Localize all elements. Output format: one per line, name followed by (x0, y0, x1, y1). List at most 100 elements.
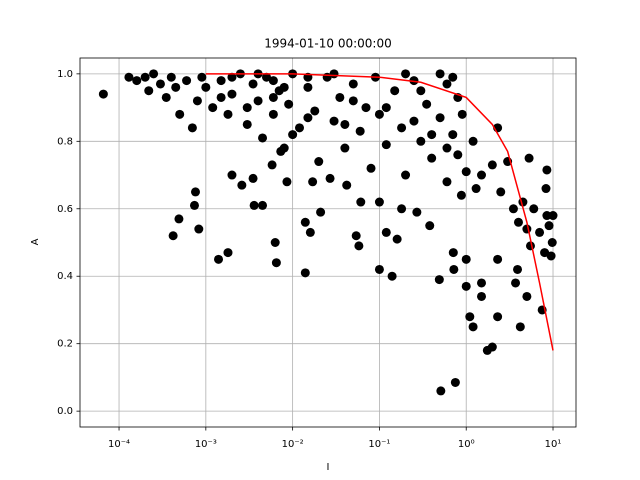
scatter-point (448, 130, 458, 140)
scatter-point (155, 79, 165, 89)
scatter-point (387, 271, 397, 281)
scatter-point (279, 143, 289, 153)
scatter-point (511, 278, 521, 288)
scatter-point (227, 89, 237, 99)
scatter-point (461, 167, 471, 177)
scatter-point (288, 130, 298, 140)
scatter-point (248, 79, 258, 89)
scatter-point (416, 86, 426, 96)
scatter-point (348, 96, 358, 106)
scatter-point (308, 177, 318, 187)
chart-title: 1994-01-10 00:00:00 (264, 37, 391, 51)
scatter-point (468, 322, 478, 332)
scatter-point (381, 103, 391, 113)
scatter-point (192, 96, 202, 106)
scatter-point (303, 82, 313, 92)
scatter-point (325, 173, 335, 183)
scatter-point (542, 165, 552, 175)
scatter-point (442, 79, 452, 89)
scatter-point (262, 72, 272, 82)
scatter-point (374, 264, 384, 274)
scatter-point (268, 92, 278, 102)
scatter-point (208, 103, 218, 113)
scatter-point (442, 177, 452, 187)
scatter-point (390, 86, 400, 96)
scatter-point (522, 291, 532, 301)
scatter-point (124, 72, 134, 82)
scatter-point (132, 76, 142, 86)
scatter-point (422, 99, 432, 109)
scatter-point (381, 227, 391, 237)
scatter-point (416, 136, 426, 146)
scatter-point (427, 130, 437, 140)
scatter-point (436, 386, 446, 396)
scatter-point (335, 92, 345, 102)
scatter-point (270, 238, 280, 247)
scatter-point (496, 187, 506, 197)
scatter-point (161, 92, 171, 102)
scatter-point (477, 278, 487, 288)
scatter-point (515, 322, 525, 332)
axes: 10⁻⁴ 10⁻³ 10⁻² 10⁻¹ 10⁰ 10¹ 0.0 0.2 0.4 0.6 0.8 1.0 (57, 57, 577, 450)
scatter-point (461, 281, 471, 291)
scatter-point (351, 231, 361, 241)
scatter-point (303, 113, 313, 123)
scatter-point (340, 119, 350, 129)
scatter-point (471, 184, 481, 194)
scatter-point (468, 136, 478, 146)
scatter-point (267, 160, 277, 170)
scatter-point (140, 72, 150, 82)
scatter-point (513, 217, 523, 227)
scatter-point (201, 82, 211, 92)
scatter-point (493, 254, 503, 264)
scatter-point (271, 258, 281, 268)
scatter-point (300, 268, 310, 278)
x-axis-label: I (327, 462, 330, 473)
scatter-point (409, 76, 419, 86)
scatter-point (216, 92, 226, 102)
scatter-point (425, 221, 435, 231)
scatter-point (314, 157, 324, 167)
scatter-point (513, 264, 523, 274)
scatter-point (456, 190, 466, 200)
y-tick-label: 0.2 (57, 339, 73, 350)
scatter-point (401, 170, 411, 180)
scatter-point (168, 231, 178, 241)
scatter-point (223, 109, 233, 119)
scatter-point (381, 140, 391, 150)
y-tick-label: 0.0 (57, 406, 73, 417)
scatter-point (409, 116, 419, 126)
y-tick-label: 1.0 (57, 69, 73, 80)
scatter-point (374, 197, 384, 207)
scatter-point (493, 312, 503, 322)
scatter-point (457, 109, 467, 119)
scatter-point (355, 126, 365, 136)
scatter-point (258, 200, 268, 210)
scatter-point (242, 119, 252, 129)
scatter-point (329, 116, 339, 126)
x-tick-label: 10⁻³ (195, 439, 217, 450)
scatter-point (544, 221, 554, 231)
scatter-point (242, 103, 252, 113)
scatter-point (449, 264, 459, 274)
scatter-point (434, 275, 444, 285)
scatter-point (249, 200, 259, 210)
scatter-point (412, 207, 422, 217)
plot-area (98, 69, 558, 396)
scatter-point (508, 204, 518, 214)
scatter-point (401, 69, 411, 79)
scatter-point (442, 143, 452, 153)
scatter-point (187, 123, 197, 133)
scatter-point (175, 109, 185, 119)
scatter-point (435, 113, 445, 123)
scatter-point (214, 254, 224, 264)
y-tick-label: 0.6 (57, 204, 73, 215)
scatter-point (529, 204, 539, 214)
scatter-point (477, 170, 487, 180)
scatter-point (342, 180, 352, 190)
scatter-point (197, 72, 207, 82)
scatter-point (166, 72, 176, 82)
scatter-point (268, 76, 278, 86)
